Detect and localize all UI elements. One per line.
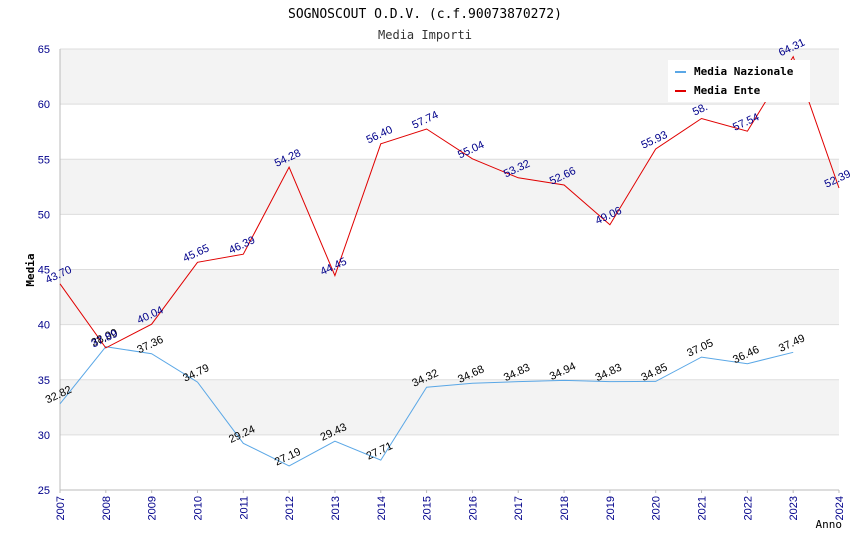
x-tick-label: 2019 <box>605 496 617 520</box>
x-tick-label: 2017 <box>513 496 525 520</box>
x-tick-label: 2018 <box>559 496 571 520</box>
legend-label-nazionale: Media Nazionale <box>694 65 794 78</box>
y-tick-label: 60 <box>38 99 50 111</box>
y-tick-label: 45 <box>38 265 50 277</box>
legend: Media Nazionale Media Ente <box>668 60 810 102</box>
legend-box <box>668 60 810 102</box>
y-tick-label: 30 <box>38 430 50 442</box>
y-tick-label: 35 <box>38 375 50 387</box>
chart-subtitle: Media Importi <box>378 28 472 42</box>
grid-bands <box>60 49 839 490</box>
y-tick-label: 55 <box>38 154 50 166</box>
x-tick-label: 2010 <box>192 496 204 520</box>
grid-band <box>60 159 839 215</box>
grid-band <box>60 214 839 270</box>
grid-band <box>60 379 839 435</box>
legend-label-ente: Media Ente <box>694 84 761 97</box>
x-tick-label: 2023 <box>788 496 800 520</box>
y-tick-label: 50 <box>38 209 50 221</box>
series-line-ente <box>59 55 840 349</box>
x-tick-label: 2007 <box>55 496 67 520</box>
data-label: 58. <box>691 101 710 118</box>
x-tick-label: 2015 <box>422 496 434 520</box>
axes <box>59 49 839 491</box>
grid-band <box>60 269 839 325</box>
grid-band <box>60 104 839 160</box>
x-tick-label: 2008 <box>101 496 113 520</box>
x-tick-label: 2014 <box>376 496 388 520</box>
x-tick-label: 2021 <box>697 496 709 520</box>
y-tick-label: 40 <box>38 320 50 332</box>
x-tick-label: 2024 <box>834 496 846 520</box>
x-axis-label: Anno <box>816 518 843 531</box>
x-tick-label: 2022 <box>742 496 754 520</box>
series-line-nazionale <box>59 346 794 467</box>
x-tick-label: 2020 <box>651 496 663 520</box>
chart-title: SOGNOSCOUT O.D.V. (c.f.90073870272) <box>288 7 562 22</box>
x-axis-ticks: 2007 2008 2009 2010 2011 2012 2013 2014 2015 2016… <box>55 490 846 520</box>
x-tick-label: 2009 <box>147 496 159 520</box>
grid-band <box>60 324 839 380</box>
y-axis-label: Media <box>24 253 37 286</box>
x-tick-label: 2012 <box>284 496 296 520</box>
x-tick-label: 2011 <box>238 496 250 520</box>
y-axis-ticks: 25 30 35 40 45 50 55 60 65 <box>38 44 50 497</box>
x-tick-label: 2016 <box>467 496 479 520</box>
grid-band <box>60 434 839 490</box>
series-lines <box>59 55 840 467</box>
x-tick-label: 2013 <box>330 496 342 520</box>
y-tick-label: 65 <box>38 44 50 56</box>
y-tick-label: 25 <box>38 485 50 497</box>
